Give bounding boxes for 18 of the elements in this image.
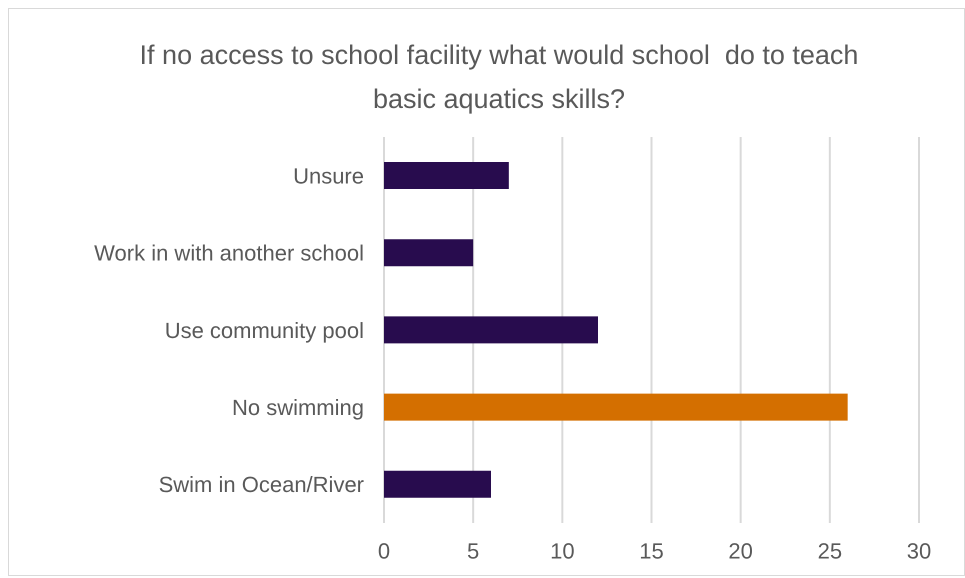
x-tick-label: 20 — [728, 538, 753, 564]
y-tick-label: Unsure — [293, 163, 364, 188]
y-tick-label: No swimming — [232, 395, 364, 420]
x-tick-label: 30 — [906, 538, 932, 564]
bar — [384, 316, 598, 344]
bar — [384, 239, 474, 266]
bar — [384, 470, 491, 498]
chart-title: If no access to school facility what would school do to teach basic aquatics skills? — [139, 39, 859, 116]
bar — [384, 394, 848, 421]
x-tick-label: 5 — [467, 538, 480, 564]
y-tick-label: Swim in Ocean/River — [158, 472, 364, 498]
x-tick-label: 25 — [818, 538, 842, 564]
x-tick-label: 10 — [550, 538, 575, 564]
x-tick-label: 15 — [639, 538, 664, 564]
bar — [384, 162, 509, 189]
y-tick-label: Use community pool — [164, 318, 364, 343]
y-tick-label: Work in with another school — [94, 240, 364, 266]
x-tick-label: 0 — [378, 538, 390, 564]
